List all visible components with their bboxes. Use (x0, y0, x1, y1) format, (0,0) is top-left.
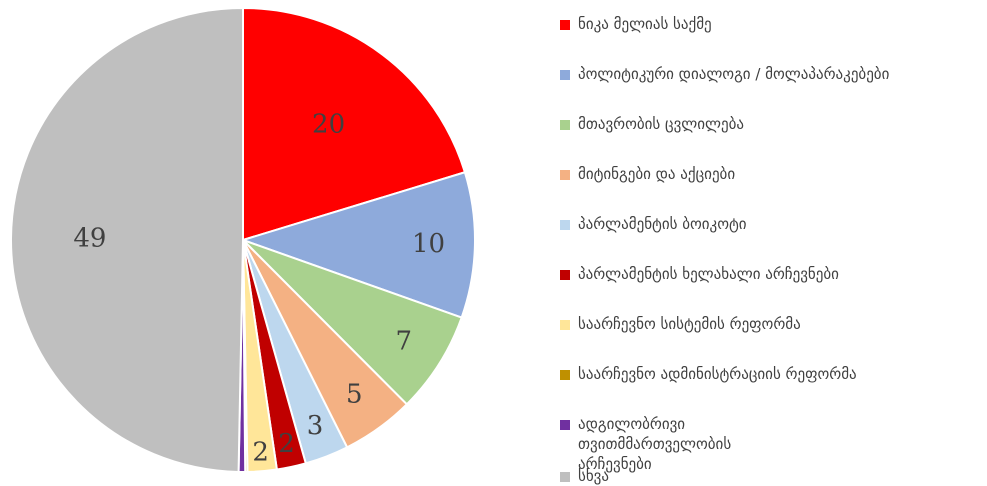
legend-label: სხვა (578, 467, 609, 485)
legend-item-3: მთავრობის ცვლილება (560, 114, 744, 134)
legend-label: პარლამენტის ბოიკოტი (578, 215, 747, 233)
data-label-4: 5 (346, 379, 363, 409)
data-label-7: 2 (252, 438, 269, 468)
data-label-5: 3 (307, 411, 324, 441)
pie-slice-1 (242, 6, 467, 242)
pie-slice-10 (9, 6, 244, 473)
legend-item-2: პოლიტიკური დიალოგი / მოლაპარაკებები (560, 64, 889, 84)
data-label-10: 49 (73, 224, 106, 254)
legend-label: საარჩევნო სისტემის რეფორმა (578, 315, 801, 333)
legend-item-8: საარჩევნო ადმინისტრაციის რეფორმა (560, 364, 857, 384)
legend-label: პარლამენტის ხელახალი არჩევნები (578, 265, 839, 283)
legend-swatch (560, 170, 570, 180)
legend-item-10: სხვა (560, 466, 609, 486)
legend-item-5: პარლამენტის ბოიკოტი (560, 214, 747, 234)
legend-item-6: პარლამენტის ხელახალი არჩევნები (560, 264, 839, 284)
legend-label: პოლიტიკური დიალოგი / მოლაპარაკებები (578, 65, 890, 83)
legend-item-9: ადგილობრივი თვითმმართველობის არჩევნები (560, 414, 808, 474)
legend-swatch (560, 370, 570, 380)
pie-slice-2 (239, 171, 476, 319)
data-label-2: 10 (412, 229, 445, 259)
legend-swatch (560, 320, 570, 330)
pie-slice-3 (242, 239, 463, 406)
data-label-1: 20 (312, 109, 345, 139)
legend-swatch (560, 70, 570, 80)
legend-label: ადგილობრივი თვითმმართველობის არჩევნები (578, 415, 732, 473)
legend-label: მიტინგები და აქციები (578, 165, 736, 183)
legend-swatch (560, 20, 570, 30)
legend-swatch (560, 472, 570, 482)
legend-label: მთავრობის ცვლილება (578, 115, 744, 133)
legend-item-1: ნიკა მელიას საქმე (560, 14, 712, 34)
legend-swatch (560, 220, 570, 230)
data-label-3: 7 (396, 327, 413, 357)
legend-label: ნიკა მელიას საქმე (578, 15, 712, 33)
legend-item-7: საარჩევნო სისტემის რეფორმა (560, 314, 801, 334)
legend-swatch (560, 270, 570, 280)
legend-label: საარჩევნო ადმინისტრაციის რეფორმა (578, 365, 857, 383)
legend-swatch (560, 120, 570, 130)
legend-swatch (560, 420, 570, 430)
legend: ნიკა მელიას საქმე პოლიტიკური დიალოგი / მო… (560, 0, 980, 485)
data-label-6: 2 (278, 429, 295, 459)
legend-item-4: მიტინგები და აქციები (560, 164, 735, 184)
